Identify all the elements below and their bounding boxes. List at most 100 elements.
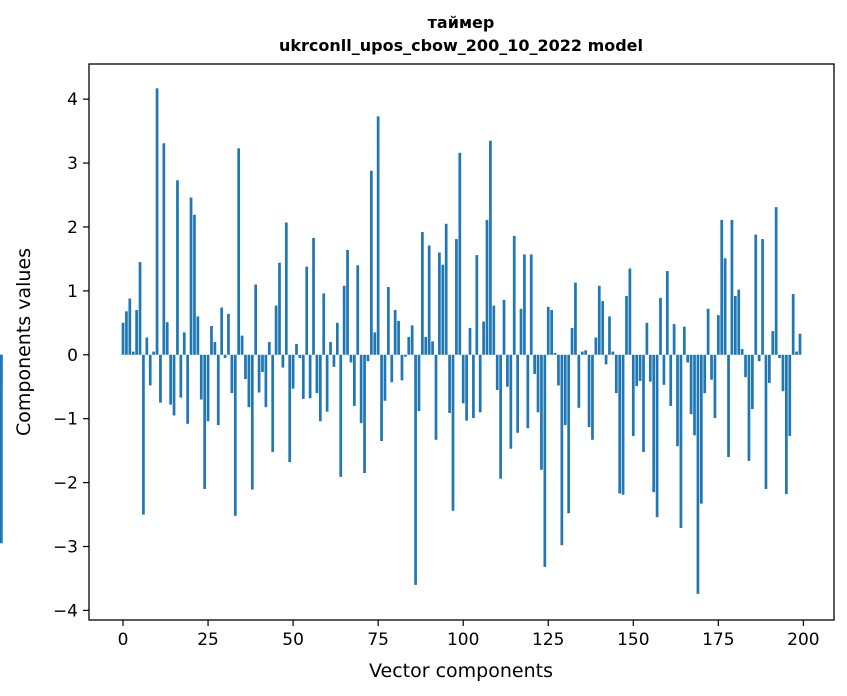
bar xyxy=(706,308,710,355)
bar xyxy=(529,254,533,355)
bar xyxy=(689,354,693,415)
bar xyxy=(189,197,193,355)
bar xyxy=(516,354,519,433)
bar xyxy=(393,310,397,355)
bar xyxy=(737,289,741,355)
bar xyxy=(512,235,516,355)
bar xyxy=(536,354,540,413)
plot-frame xyxy=(88,63,835,621)
bar xyxy=(693,354,696,436)
bar xyxy=(203,354,207,489)
bar xyxy=(458,152,462,355)
bar xyxy=(359,354,363,424)
bar xyxy=(509,354,513,449)
bar xyxy=(349,354,353,363)
bar xyxy=(696,354,700,594)
bar xyxy=(618,354,622,494)
bar xyxy=(543,354,547,567)
bar xyxy=(638,354,642,381)
bar xyxy=(424,336,428,355)
bar xyxy=(747,354,751,461)
bar xyxy=(489,140,492,355)
bar xyxy=(298,354,302,358)
bar xyxy=(155,88,159,355)
bar xyxy=(478,354,482,413)
y-axis-label: Components values xyxy=(13,248,35,436)
bar xyxy=(672,324,676,355)
bar xyxy=(710,354,713,380)
bar xyxy=(597,285,601,355)
bar xyxy=(574,282,577,355)
bar xyxy=(730,219,734,355)
bar xyxy=(315,354,319,394)
bar xyxy=(152,351,155,355)
bar xyxy=(798,333,802,355)
bar xyxy=(444,223,448,355)
bar xyxy=(342,285,346,355)
bar xyxy=(329,342,332,355)
y-tick-label: −1 xyxy=(53,410,78,430)
bar xyxy=(475,255,479,355)
bar xyxy=(560,354,564,546)
bar xyxy=(0,354,3,544)
bar xyxy=(220,307,224,355)
bar xyxy=(754,234,758,355)
x-axis-label: Vector components xyxy=(369,660,553,682)
bar xyxy=(373,332,377,355)
bar xyxy=(502,299,506,355)
bar xyxy=(584,350,588,355)
bar xyxy=(625,295,628,355)
bar xyxy=(274,305,278,355)
bar xyxy=(740,349,744,355)
bar xyxy=(271,354,275,452)
bar xyxy=(431,341,434,355)
bar xyxy=(295,343,298,355)
bar xyxy=(230,354,234,394)
bar xyxy=(138,262,142,355)
bar xyxy=(648,354,652,382)
bar xyxy=(781,354,785,392)
bar xyxy=(465,354,468,421)
x-tick-label: 0 xyxy=(118,630,129,650)
bar xyxy=(594,337,598,355)
x-axis-ticks: 0 25 50 75 100 125 150 175 200 xyxy=(118,620,820,650)
bar xyxy=(414,354,417,585)
bar xyxy=(676,354,679,447)
bar xyxy=(645,322,649,355)
bar xyxy=(744,354,747,378)
bar xyxy=(186,354,190,424)
bar xyxy=(733,295,737,355)
bar xyxy=(506,354,509,387)
bar xyxy=(148,354,152,386)
bar xyxy=(380,354,383,442)
bar xyxy=(0,354,3,386)
bar xyxy=(587,354,591,427)
bar xyxy=(482,321,485,355)
bar xyxy=(165,322,169,355)
bar xyxy=(288,354,292,463)
bar xyxy=(751,354,754,410)
x-tick-label: 75 xyxy=(367,630,389,650)
bar xyxy=(652,354,656,493)
bar xyxy=(162,143,166,355)
bars-group xyxy=(0,88,802,594)
bar xyxy=(611,351,615,355)
bar xyxy=(682,326,686,355)
chart-subtitle: ukrconll_upos_cbow_200_10_2022 model xyxy=(279,36,643,55)
bar xyxy=(727,354,730,458)
bar xyxy=(376,116,380,355)
bar xyxy=(768,354,771,383)
bar xyxy=(176,180,179,355)
bar xyxy=(448,354,451,413)
bar xyxy=(557,354,560,386)
bar xyxy=(757,354,761,362)
bar xyxy=(499,354,502,479)
bar xyxy=(628,268,632,355)
bar xyxy=(322,293,326,355)
bar xyxy=(472,354,475,419)
bar xyxy=(206,354,210,422)
bar xyxy=(774,207,778,355)
bar xyxy=(125,311,128,355)
bar xyxy=(526,354,530,429)
